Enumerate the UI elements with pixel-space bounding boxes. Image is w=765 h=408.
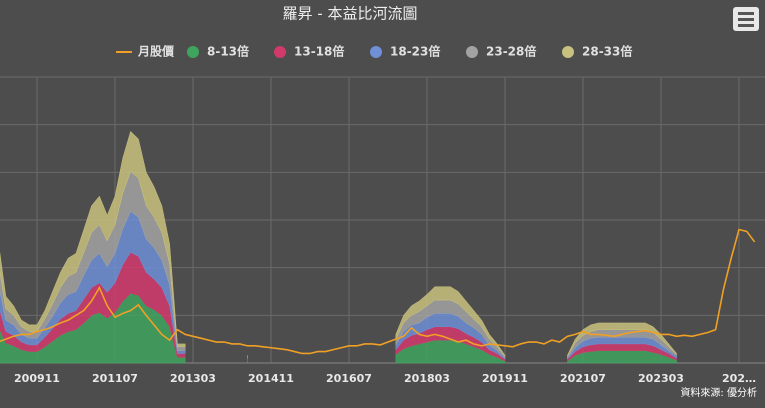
x-tick-label: 202… [722, 372, 756, 385]
legend-label: 28-33倍 [582, 44, 632, 59]
legend-label: 8-13倍 [207, 44, 249, 59]
x-tick-label: 202107 [560, 372, 606, 385]
band-area [395, 286, 506, 358]
menu-button[interactable] [733, 7, 759, 31]
legend-label: 13-18倍 [294, 44, 344, 59]
x-tick-label: 201803 [404, 372, 450, 385]
band-area [567, 322, 677, 358]
legend-symbol [187, 46, 199, 58]
legend-symbol [562, 46, 574, 58]
x-tick-label: 201911 [482, 372, 528, 385]
legend-label: 18-23倍 [390, 44, 440, 59]
band-area [0, 130, 186, 348]
menu-icon-bar [738, 12, 754, 15]
legend-label: 月股價 [137, 44, 175, 59]
price-line [0, 228, 756, 355]
legend-label: 23-28倍 [486, 44, 536, 59]
x-tick-label: 201607 [326, 372, 372, 385]
menu-icon-bar [738, 18, 754, 21]
credits: 資料來源: 優分析 [680, 386, 757, 399]
x-tick-label: 201107 [92, 372, 138, 385]
x-tick-label: 201411 [248, 372, 294, 385]
legend-symbol [466, 46, 478, 58]
chart-title: 羅昇 - 本益比河流圖 [283, 5, 418, 23]
x-tick-label: 200911 [14, 372, 60, 385]
legend: 月股價 8-13倍 13-18倍 18-23倍 23-28倍 28-33倍 [116, 44, 632, 59]
x-tick-label: 202303 [638, 372, 684, 385]
legend-symbol [274, 46, 286, 58]
legend-symbol [370, 46, 382, 58]
x-tick-label: 201303 [170, 372, 216, 385]
menu-icon-bar [738, 24, 754, 27]
